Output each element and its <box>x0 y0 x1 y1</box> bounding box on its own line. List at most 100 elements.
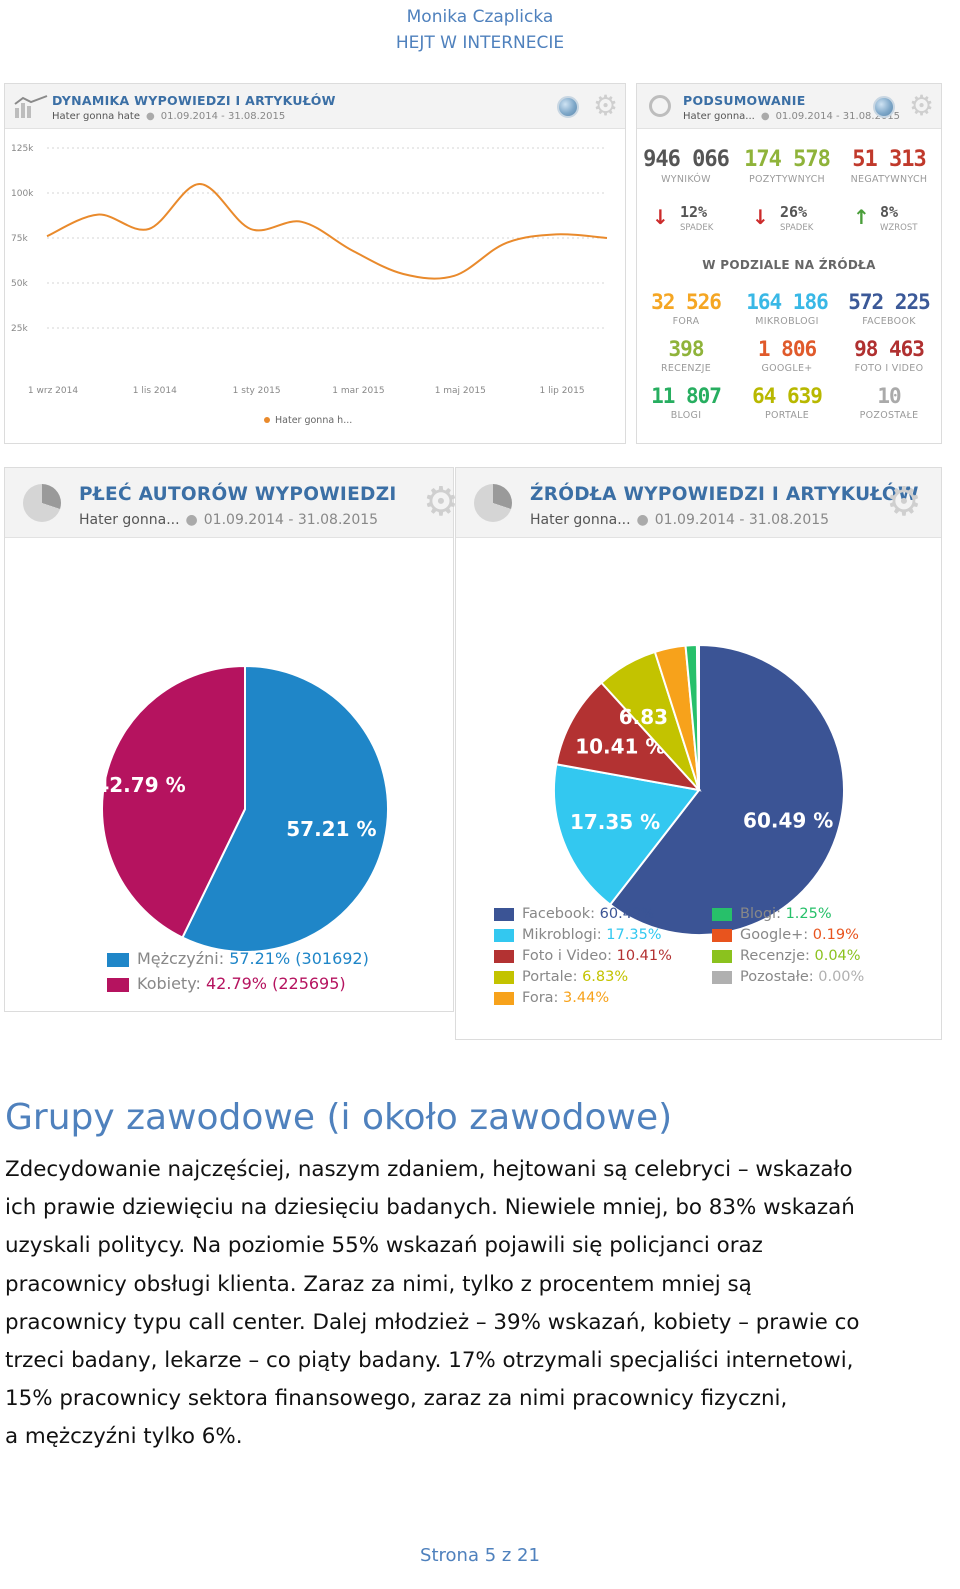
change-results-label: SPADEK <box>680 223 714 233</box>
summary-date-range: 01.09.2014 - 31.08.2015 <box>775 111 901 122</box>
pie-slice[interactable] <box>555 681 702 792</box>
change-negative-value: 8% <box>880 203 899 221</box>
paragraph-line: 15% pracownicy sektora finansowego, zara… <box>5 1386 788 1412</box>
source-recenzje-label: RECENZJE <box>660 363 712 374</box>
summary-panel-header: PODSUMOWANIE Hater gonna... ● 01.09.2014 -… <box>637 84 941 129</box>
arrow-down-icon: ↓ <box>752 205 769 229</box>
legend-item[interactable]: Blogi: 1.25% <box>712 906 832 922</box>
total-positive-label: POZYTYWNYCH <box>749 174 825 185</box>
total-negative-label: NEGATYWNYCH <box>850 174 928 185</box>
source-recenzje-value: 398 <box>668 337 705 361</box>
source-foto-video-value: 98 463 <box>854 337 925 361</box>
total-results-value: 946 066 <box>643 147 730 172</box>
x-tick-label: 1 lip 2015 <box>540 386 585 396</box>
legend-label: Fora: <box>522 990 564 1006</box>
series-line <box>46 182 608 280</box>
dynamics-subtitle: Hater gonna hate ● 01.09.2014 - 31.08.2015 <box>52 111 286 122</box>
legend-item[interactable]: Pozostałe: 0.00% <box>712 969 864 985</box>
document-title: HEJT W INTERNECIE <box>395 33 565 53</box>
page-number: Strona 5 z 21 <box>420 1545 540 1566</box>
source-google-label: GOOGLE+ <box>761 363 813 374</box>
arrow-up-icon: ↑ <box>853 205 870 229</box>
change-results-value: 12% <box>680 203 708 221</box>
summary-panel: PODSUMOWANIE Hater gonna... ● 01.09.2014 -… <box>636 83 942 444</box>
legend-label: Mężczyźni: <box>137 949 225 968</box>
paragraph-line: pracownicy typu call center. Dalej młodz… <box>5 1309 860 1335</box>
legend-item[interactable]: Portale: 6.83% <box>494 969 628 985</box>
x-tick-label: 1 maj 2015 <box>435 386 486 396</box>
source-portale-value: 64 639 <box>752 384 823 408</box>
globe-icon[interactable] <box>873 96 895 118</box>
gender-query: Hater gonna... <box>79 512 180 528</box>
pie-slice[interactable] <box>553 763 701 907</box>
sources-date-range: 01.09.2014 - 31.08.2015 <box>654 512 830 528</box>
total-results-label: WYNIKÓW <box>661 174 711 185</box>
pie-slice[interactable] <box>181 664 389 953</box>
x-tick-label: 1 sty 2015 <box>233 386 281 396</box>
legend-item[interactable]: Mikroblogi: 17.35% <box>494 927 662 943</box>
source-pozostale-value: 10 <box>877 384 901 408</box>
sources-panel: ŹRÓDŁA WYPOWIEDZI I ARTYKUŁÓW Hater gonn… <box>455 467 942 1040</box>
paragraph-line: pracownicy obsługi klienta. Zaraz za nim… <box>5 1271 752 1297</box>
legend-value: 57.21% (301692) <box>229 949 369 968</box>
legend-item[interactable]: Facebook: 60.49% <box>494 906 655 922</box>
gear-icon[interactable]: ⚙ <box>909 89 935 122</box>
sources-split-title: W PODZIALE NA ŹRÓDŁA <box>702 258 876 272</box>
legend-swatch <box>494 907 514 921</box>
legend-value: 0.04% <box>814 948 861 964</box>
paragraph-line: ich prawie dziewięciu na dziesięciu bada… <box>5 1195 855 1221</box>
legend-item[interactable]: Recenzje: 0.04% <box>712 948 861 964</box>
pie-chart-icon <box>23 484 61 522</box>
gear-icon[interactable]: ⚙ <box>886 479 922 525</box>
section-heading: Grupy zawodowe (i około zawodowe) <box>5 1097 673 1138</box>
y-tick-label: 50k <box>11 279 28 289</box>
source-blogi-value: 11 807 <box>651 384 722 408</box>
legend-label[interactable]: Hater gonna h... <box>275 415 352 426</box>
legend-swatch <box>494 970 514 984</box>
legend-swatch <box>107 977 129 992</box>
legend-label: Mikroblogi: <box>522 927 607 943</box>
y-tick-label: 25k <box>11 324 28 334</box>
legend-item-women: Kobiety: 42.79% (225695) <box>107 971 369 996</box>
change-positive-value: 26% <box>780 203 808 221</box>
gender-title: PŁEĆ AUTORÓW WYPOWIEDZI <box>79 484 397 505</box>
gear-icon[interactable]: ⚙ <box>593 89 619 122</box>
legend-label: Google+: <box>740 927 813 943</box>
legend-value: 60.49% <box>599 906 655 922</box>
legend-item[interactable]: Foto i Video: 10.41% <box>494 948 672 964</box>
gender-pie-chart: 57.21 % 42.79 % <box>95 664 389 953</box>
source-portale-label: PORTALE <box>764 410 810 421</box>
section-paragraph: Zdecydowanie najczęściej, naszym zdaniem… <box>5 1151 955 1457</box>
dynamics-panel: DYNAMIKA WYPOWIEDZI I ARTYKUŁÓW Hater go… <box>4 83 626 444</box>
source-foto-video-label: FOTO I VIDEO <box>854 363 924 374</box>
legend-item-men: Mężczyźni: 57.21% (301692) <box>107 946 369 971</box>
source-mikroblogi-value: 164 186 <box>746 290 829 314</box>
legend-item[interactable]: Google+: 0.19% <box>712 927 859 943</box>
pie-slice[interactable] <box>101 664 246 939</box>
y-tick-label: 125k <box>11 144 34 154</box>
change-negative-label: WZROST <box>880 223 918 233</box>
pie-slice[interactable] <box>608 643 845 936</box>
legend-swatch <box>712 928 732 942</box>
gender-subtitle: Hater gonna... ● 01.09.2014 - 31.08.2015 <box>79 512 379 528</box>
legend-value: 0.19% <box>812 927 859 943</box>
legend-label: Kobiety: <box>137 974 201 993</box>
source-facebook-value: 572 225 <box>848 290 931 314</box>
y-tick-label: 100k <box>11 189 34 199</box>
sources-panel-header: ŹRÓDŁA WYPOWIEDZI I ARTYKUŁÓW Hater gonn… <box>456 468 941 538</box>
dynamics-query: Hater gonna hate <box>52 111 140 122</box>
legend-value: 3.44% <box>563 990 610 1006</box>
legend-item[interactable]: Fora: 3.44% <box>494 990 609 1006</box>
line-chart-icon <box>14 95 48 118</box>
gender-date-range: 01.09.2014 - 31.08.2015 <box>203 512 379 528</box>
paragraph-line: Zdecydowanie najczęściej, naszym zdaniem… <box>5 1157 853 1182</box>
slice-label: 42.79 % <box>95 773 185 797</box>
arrow-down-icon: ↓ <box>652 205 669 229</box>
line-chart: 125k 100k 75k 50k 25k 1 wrz 2014 1 lis 2014 1 s… <box>11 144 608 426</box>
legend-label: Pozostałe: <box>740 969 819 985</box>
summary-query: Hater gonna... <box>683 111 755 122</box>
gear-icon[interactable]: ⚙ <box>423 479 459 525</box>
globe-icon[interactable] <box>557 96 579 118</box>
source-facebook-label: FACEBOOK <box>862 316 916 327</box>
legend-label: Blogi: <box>740 906 786 922</box>
